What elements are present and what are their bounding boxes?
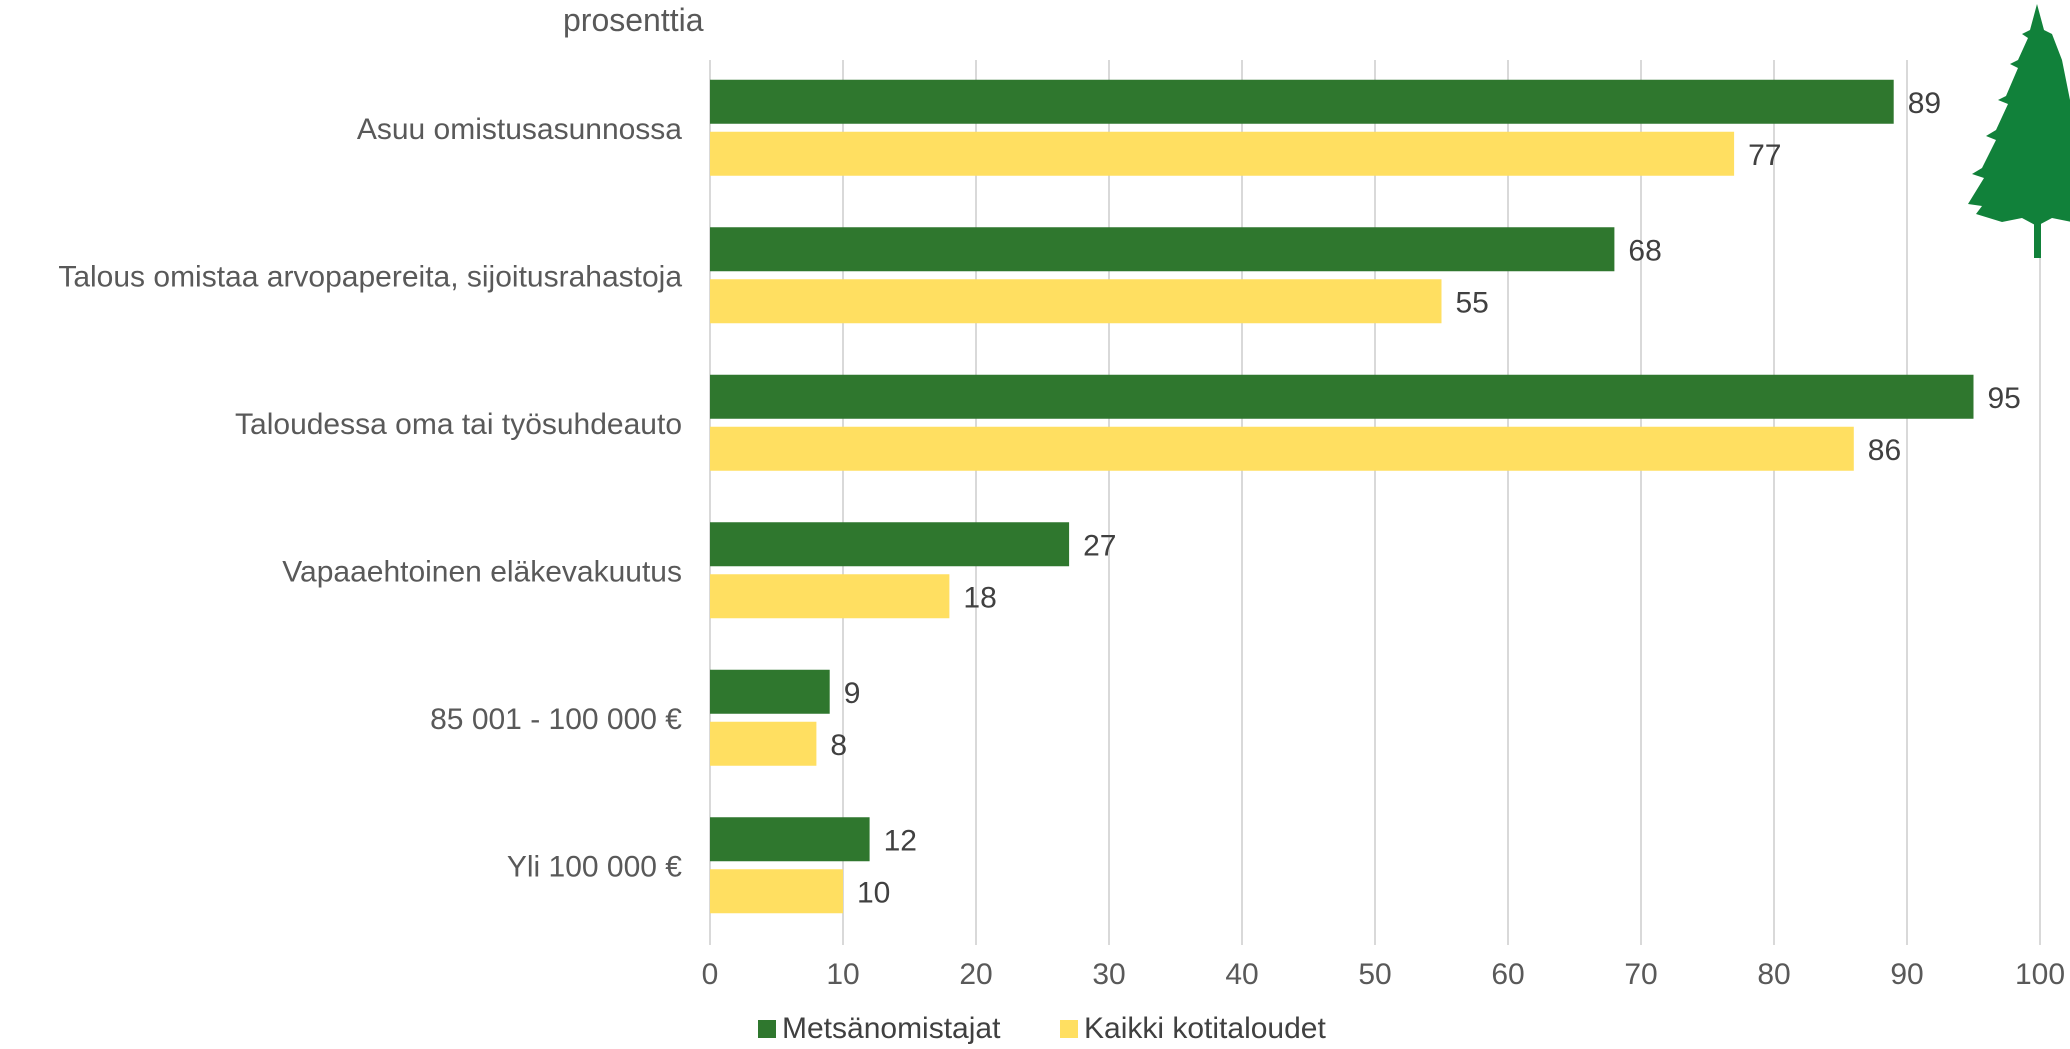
data-label: 18	[963, 581, 996, 614]
gridlines	[709, 60, 2041, 945]
x-tick-label: 0	[702, 958, 719, 991]
legend-swatch	[758, 1020, 776, 1038]
bar	[710, 374, 1974, 419]
category-label: Yli 100 000 €	[507, 850, 682, 883]
x-tick-label: 50	[1358, 958, 1391, 991]
bar	[710, 817, 870, 862]
data-label: 9	[844, 677, 861, 710]
bar	[710, 574, 950, 619]
bar	[710, 522, 1070, 567]
category-label: Vapaaehtoinen eläkevakuutus	[282, 555, 682, 588]
data-label: 12	[884, 824, 917, 857]
data-label: 77	[1748, 139, 1781, 172]
x-tick-label: 30	[1092, 958, 1125, 991]
legend-item-metsanomistajat: Metsänomistajat	[758, 1012, 1000, 1046]
legend-item-kaikki-kotitaloudet: Kaikki kotitaloudet	[1060, 1012, 1326, 1046]
x-tick-label: 10	[826, 958, 859, 991]
bar	[710, 869, 843, 914]
x-tick-label: 90	[1890, 958, 1923, 991]
bar	[710, 79, 1894, 124]
data-label: 86	[1868, 434, 1901, 467]
x-tick-label: 100	[2015, 958, 2065, 991]
data-label: 10	[857, 876, 890, 909]
unit-label: prosenttia	[563, 2, 704, 38]
bar	[710, 721, 817, 766]
legend-swatch	[1060, 1020, 1078, 1038]
data-label: 68	[1628, 234, 1661, 267]
x-tick-label: 60	[1491, 958, 1524, 991]
bar	[710, 669, 830, 714]
x-tick-label: 20	[959, 958, 992, 991]
x-tick-label: 70	[1624, 958, 1657, 991]
category-label: 85 001 - 100 000 €	[430, 703, 682, 736]
x-tick-label: 80	[1757, 958, 1790, 991]
data-label: 89	[1908, 87, 1941, 120]
spruce-tree-icon	[1968, 4, 2070, 258]
x-tick-labels: 0 10 20 30 40 50 60 70 80 90 100	[702, 958, 2065, 991]
bar	[710, 279, 1442, 324]
x-tick-label: 40	[1225, 958, 1258, 991]
data-labels: 89 77 68 55 95 86 27 18 9 8 12 10	[830, 87, 2020, 910]
bar	[710, 426, 1854, 471]
category-label: Talous omistaa arvopapereita, sijoitusra…	[58, 260, 682, 293]
bar	[710, 227, 1615, 272]
category-labels: Asuu omistusasunnossa Talous omistaa arvo…	[58, 113, 682, 884]
bars	[710, 79, 1974, 914]
category-label: Asuu omistusasunnossa	[357, 113, 682, 146]
legend-label: Kaikki kotitaloudet	[1084, 1012, 1326, 1045]
data-label: 27	[1083, 529, 1116, 562]
data-label: 55	[1456, 286, 1489, 319]
bar	[710, 131, 1735, 176]
category-label: Taloudessa oma tai työsuhdeauto	[235, 408, 682, 441]
legend-label: Metsänomistajat	[782, 1012, 1001, 1045]
data-label: 8	[830, 729, 847, 762]
data-label: 95	[1988, 382, 2021, 415]
